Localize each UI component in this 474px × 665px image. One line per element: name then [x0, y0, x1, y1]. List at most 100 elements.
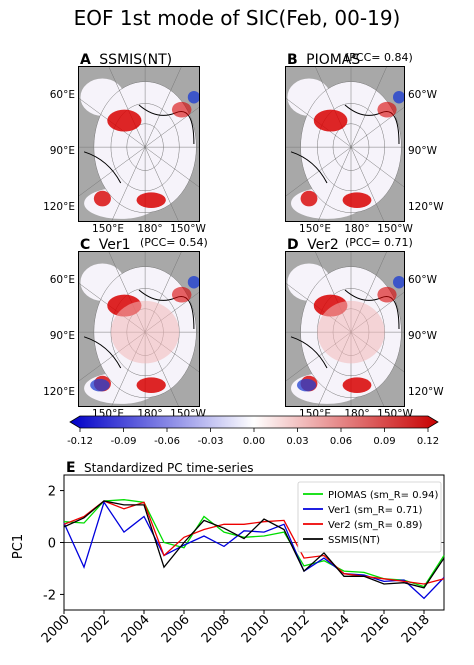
positive-anomaly — [171, 101, 192, 118]
latitude-label: 60°E — [49, 89, 75, 101]
latitude-label: 90°E — [49, 330, 75, 342]
positive-anomaly — [93, 190, 111, 207]
colorbar-tick-label: -0.09 — [111, 436, 137, 447]
colorbar-tick-label: 0.12 — [417, 436, 439, 447]
latitude-label: 120°E — [43, 386, 75, 398]
ocean-region — [287, 78, 331, 116]
negative-anomaly — [297, 378, 317, 392]
panel-name: Ver1 — [94, 237, 131, 253]
polar-map-d — [285, 251, 405, 407]
panel-header-d: D Ver2 — [287, 234, 339, 253]
latitude-label: 60°W — [408, 274, 437, 286]
x-tick-label: 2004 — [119, 612, 153, 646]
panel-name: SSMIS(NT) — [94, 52, 173, 68]
x-tick-label: 2016 — [359, 612, 393, 646]
longitude-label: 180° — [137, 223, 163, 235]
meridian-line — [285, 146, 352, 197]
latitude-label: 90°W — [408, 330, 437, 342]
pcc-value: (PCC= 0.54) — [140, 236, 208, 249]
negative-anomaly — [187, 90, 200, 104]
meridian-line — [144, 106, 200, 148]
colorbar-tick-label: -0.12 — [67, 436, 93, 447]
y-axis-label: PC1 — [11, 534, 26, 559]
positive-anomaly — [342, 377, 372, 393]
positive-anomaly — [171, 286, 192, 303]
panel-header-a: A SSMIS(NT) — [80, 49, 172, 68]
meridian-line — [144, 147, 180, 222]
latitude-label: 60°W — [408, 89, 437, 101]
x-tick-label: 2006 — [159, 612, 193, 646]
latitude-label: 120°W — [408, 386, 444, 398]
negative-anomaly — [187, 275, 200, 289]
colorbar-bar — [69, 415, 439, 429]
x-tick-label: 2014 — [319, 612, 353, 646]
panel-name: Ver2 — [302, 237, 339, 253]
meridian-line — [144, 146, 200, 188]
positive-anomaly — [377, 286, 397, 303]
latitude-label: 90°E — [49, 145, 75, 157]
legend-entry: PIOMAS (sm_R= 0.94) — [328, 490, 438, 501]
longitude-label: 150°W — [377, 223, 413, 235]
colorbar-tick-label: 0.00 — [243, 436, 265, 447]
panel-name: PIOMAS — [301, 52, 361, 68]
colorbar-tick-label: -0.03 — [198, 436, 224, 447]
meridian-line — [350, 147, 385, 222]
series-line-1 — [63, 500, 445, 600]
x-tick-label: 2002 — [79, 612, 113, 646]
polar-map-a — [78, 66, 200, 222]
x-tick-label: 2010 — [239, 612, 273, 646]
positive-anomaly — [313, 109, 348, 132]
x-tick-label: 2008 — [199, 612, 233, 646]
series-line-3 — [63, 500, 445, 589]
coastline — [290, 151, 328, 184]
colorbar-tick-label: 0.03 — [286, 436, 308, 447]
panel-header-b: B PIOMAS — [287, 49, 360, 68]
panel-letter: C — [80, 237, 91, 253]
latitude-label: 120°E — [43, 201, 75, 213]
colorbar-tick-label: -0.06 — [154, 436, 180, 447]
latitude-label: 90°W — [408, 145, 437, 157]
positive-anomaly — [300, 190, 318, 207]
ocean-region — [80, 263, 125, 301]
legend-entry: Ver1 (sm_R= 0.71) — [328, 505, 422, 516]
colorbar-tick-label: 0.06 — [330, 436, 352, 447]
meridian-line — [350, 106, 405, 148]
polar-map-c — [78, 251, 200, 407]
latitude-label: 120°W — [408, 201, 444, 213]
positive-anomaly — [342, 192, 372, 208]
colorbar: -0.12 -0.09 -0.06 -0.03 0.00 0.03 0.06 0.09 0.12 — [67, 415, 439, 447]
panel-frame — [285, 251, 405, 407]
figure-title: EOF 1st mode of SIC(Feb, 00-19) — [73, 6, 401, 30]
panel-letter: D — [287, 237, 299, 253]
y-tick-label: 0 — [48, 537, 56, 552]
pc-timeseries-chart: -2 0 2 2000 2002 2004 2006 2008 2010 2012 2014 2016… — [11, 474, 445, 646]
negative-anomaly — [393, 90, 405, 104]
positive-anomaly — [110, 300, 180, 364]
panel-header-c: C Ver1 — [80, 234, 131, 253]
panel-letter: A — [80, 52, 91, 68]
legend-box — [297, 481, 442, 553]
x-tick-label: 2000 — [39, 612, 73, 646]
chart-title: Standardized PC time-series — [84, 461, 254, 475]
meridian-line — [78, 146, 146, 197]
legend-entry: SSMIS(NT) — [328, 535, 380, 546]
polar-map-b — [285, 66, 405, 222]
meridian-line — [111, 147, 146, 222]
longitude-label: 150°E — [299, 223, 331, 235]
positive-anomaly — [136, 377, 166, 393]
panel-letter-e: E — [66, 460, 76, 476]
positive-anomaly — [107, 109, 142, 132]
panel-frame — [78, 251, 200, 407]
pcc-value: (PCC= 0.84) — [345, 51, 413, 64]
meridian-line — [144, 66, 183, 148]
meridian-line — [285, 97, 352, 148]
longitude-label: 180° — [344, 223, 370, 235]
y-tick-label: 2 — [48, 485, 56, 500]
x-tick-label: 2012 — [279, 612, 313, 646]
ocean-region — [80, 78, 125, 116]
positive-anomaly — [136, 192, 166, 208]
legend-entry: Ver2 (sm_R= 0.89) — [328, 520, 422, 531]
pcc-value: (PCC= 0.71) — [345, 236, 413, 249]
longitude-label: 150°W — [170, 223, 206, 235]
series-line-2 — [63, 500, 445, 585]
